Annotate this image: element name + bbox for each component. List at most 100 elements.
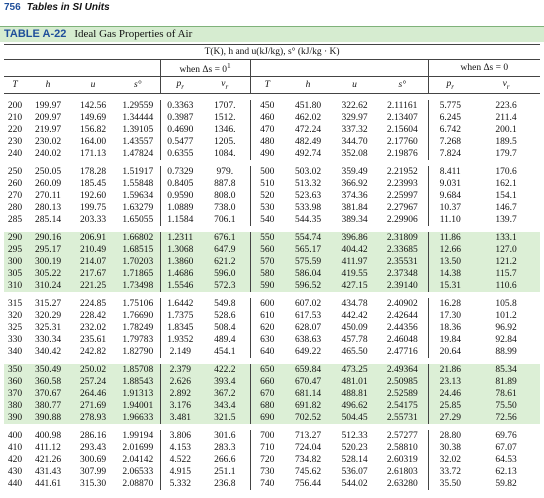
table-cell: 460 [260, 113, 275, 124]
table-cell: 19.84 [427, 334, 472, 347]
table-cell: 293.43 [79, 443, 107, 454]
table-row: 410 411.12 293.43 2.01699 4.153 283.3 710 724.0… [4, 442, 541, 455]
table-cell: 92.84 [495, 335, 517, 346]
table-cell: 710 [260, 443, 275, 454]
table-cell: 2.31809 [386, 233, 418, 244]
column-symbol: v [502, 78, 507, 89]
table-cell: 146.7 [495, 203, 517, 214]
table-row: 285 285.14 203.33 1.65055 1.1584 706.1 540 544.… [4, 214, 541, 227]
table-row: 210 209.97 149.69 1.34444 0.3987 1512. 460 462.… [4, 112, 541, 125]
table-cell: 0.3987 [159, 112, 200, 125]
table-cell: 503.02 [294, 167, 322, 178]
table-cell: 271.69 [79, 401, 107, 412]
table-cell: 59.82 [495, 479, 517, 490]
table-cell: 199.97 [34, 101, 62, 112]
table-cell: 381.84 [341, 203, 368, 214]
column-symbol: h [45, 80, 51, 91]
table-cell: 1.65055 [122, 215, 154, 226]
table-cell: 2.626 [159, 376, 200, 389]
table-cell: 549.8 [200, 298, 251, 311]
table-cell: 2.63280 [386, 479, 418, 490]
table-row: 260 260.09 185.45 1.55848 0.8405 887.8 510 513.… [4, 178, 541, 191]
table-cell: 240.02 [34, 149, 62, 160]
table-cell: 260.09 [34, 179, 62, 190]
table-cell: 30.38 [427, 442, 472, 455]
table-cell: 7.824 [427, 148, 472, 161]
table-cell: 421.26 [34, 455, 62, 466]
table-cell: 266.6 [200, 454, 251, 467]
table-cell: 2.06533 [122, 467, 154, 478]
table-cell: 64.53 [495, 455, 517, 466]
table-cell: 1.29559 [122, 101, 154, 112]
running-header: 756 Tables in SI Units [4, 2, 110, 13]
table-cell: 344.70 [341, 137, 368, 148]
table-cell: 1.63279 [122, 203, 154, 214]
table-cell: 4.153 [159, 442, 200, 455]
table-cell: 0.9590 [159, 190, 200, 203]
table-cell: 240 [7, 149, 23, 160]
table-cell: 454.1 [200, 346, 251, 359]
table-cell: 2.19876 [386, 149, 418, 160]
table-cell: 482.49 [294, 137, 322, 148]
table-cell: 450.09 [341, 323, 368, 334]
table-cell: 374.36 [341, 191, 368, 202]
table-label: TABLE A-22 [4, 28, 67, 40]
table-cell: 660 [260, 377, 275, 388]
table-cell: 575.59 [294, 257, 322, 268]
table-cell: 162.1 [495, 179, 517, 190]
running-title: Tables in SI Units [26, 2, 110, 13]
table-cell: 1.94001 [122, 401, 154, 412]
table-cell: 81.89 [495, 377, 517, 388]
table-cell: 1084. [200, 148, 251, 161]
table-cell: 343.4 [200, 400, 251, 413]
group-header: when Δs = 01 [159, 59, 251, 78]
group-right: when Δs = 0 [460, 63, 509, 74]
table-cell: 301.6 [200, 430, 251, 443]
table-cell: 572.3 [200, 280, 251, 293]
table-cell: 0.7329 [159, 166, 200, 179]
table-cell: 13.50 [427, 256, 472, 269]
table-cell: 224.85 [79, 299, 107, 310]
table-cell: 33.72 [427, 466, 472, 479]
table-cell: 2.58810 [386, 443, 418, 454]
data-table: T(K), h and u(kJ/kg), s° (kJ/kg · K) whe… [4, 44, 541, 491]
table-cell: 12.66 [427, 244, 472, 257]
table-row: 295 295.17 210.49 1.68515 1.3068 647.9 560 565.… [4, 244, 541, 257]
table-cell: 617.53 [294, 311, 322, 322]
table-cell: 156.82 [79, 125, 107, 136]
table-cell: 320 [7, 311, 23, 322]
table-cell: 115.7 [495, 269, 517, 280]
table-cell: 410 [7, 443, 23, 454]
table-cell: 2.379 [159, 364, 200, 377]
table-row: 340 340.42 242.82 1.82790 2.149 454.1 640 649.2… [4, 346, 541, 359]
table-cell: 2.23993 [386, 179, 418, 190]
footnote-mark: 1 [227, 62, 231, 70]
table-cell: 352.08 [341, 149, 368, 160]
table-cell: 528.14 [341, 455, 368, 466]
table-cell: 295 [7, 245, 23, 256]
table-cell: 199.75 [79, 203, 107, 214]
table-cell: 0.3363 [159, 100, 200, 113]
table-cell: 390 [7, 413, 23, 424]
table-cell: 1707. [200, 100, 251, 113]
table-cell: 488.81 [341, 389, 368, 400]
table-cell: 2.08870 [122, 479, 154, 490]
table-cell: 290 [7, 233, 23, 244]
table-cell: 713.27 [294, 431, 322, 442]
table-cell: 230.02 [34, 137, 62, 148]
table-cell: 544.02 [341, 479, 368, 490]
table-cell: 214.07 [79, 257, 107, 268]
table-row: 350 350.49 250.02 1.85708 2.379 422.2 650 659.8… [4, 364, 541, 377]
table-title: Ideal Gas Properties of Air [74, 28, 193, 40]
table-cell: 508.4 [200, 322, 251, 335]
table-cell: 2.60319 [386, 455, 418, 466]
table-cell: 1.47824 [122, 149, 154, 160]
column-subscript: r [451, 82, 454, 91]
table-row: 270 270.11 192.60 1.59634 0.9590 808.0 520 523.… [4, 190, 541, 203]
table-cell: 2.39140 [386, 281, 418, 292]
table-cell: 702.52 [294, 413, 322, 424]
column-header: u [70, 76, 116, 95]
column-symbol: u [352, 80, 357, 91]
table-cell: 185.45 [79, 179, 107, 190]
